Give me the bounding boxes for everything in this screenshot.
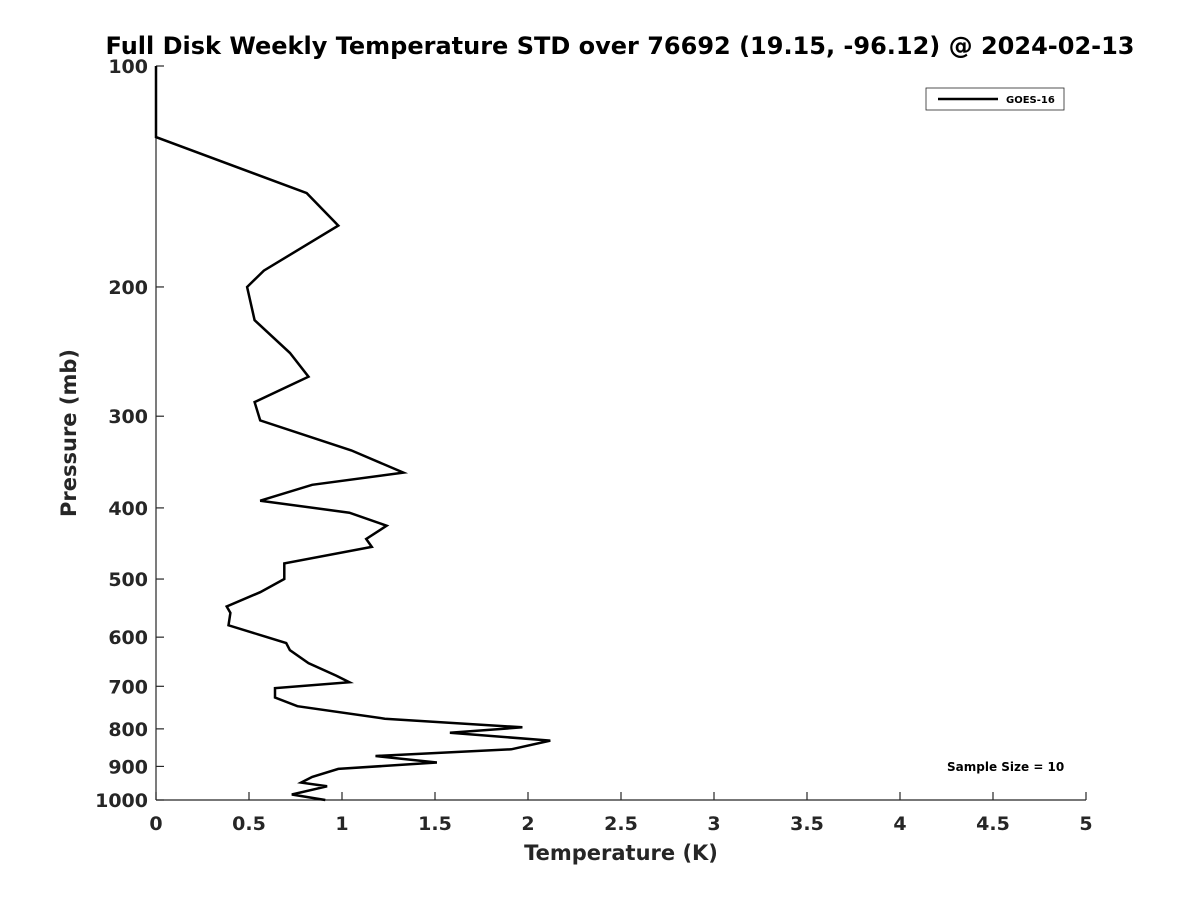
y-tick-label: 200 [108, 277, 148, 299]
x-tick-label: 0.5 [232, 813, 266, 835]
x-tick-label: 3 [707, 813, 720, 835]
x-tick-label: 2 [521, 813, 534, 835]
sample-size-annotation: Sample Size = 10 [947, 760, 1064, 774]
series-line-0 [154, 66, 551, 802]
y-tick-label: 100 [108, 56, 148, 78]
x-tick-label: 5 [1079, 813, 1092, 835]
x-axis-label: Temperature (K) [524, 841, 718, 865]
x-tick-label: 2.5 [604, 813, 638, 835]
y-tick-label: 300 [108, 406, 148, 428]
chart-title: Full Disk Weekly Temperature STD over 76… [106, 32, 1135, 60]
y-tick-label: 500 [108, 569, 148, 591]
y-axis-label: Pressure (mb) [57, 349, 81, 517]
x-tick-label: 4 [893, 813, 906, 835]
x-tick-label: 0 [149, 813, 162, 835]
x-tick-label: 1 [335, 813, 348, 835]
legend-label-goes-16: GOES-16 [1006, 95, 1055, 106]
y-tick-label: 800 [108, 719, 148, 741]
y-tick-label: 700 [108, 676, 148, 698]
x-axis-ticks: 0 0.5 1 1.5 2 2.5 3 3.5 4 4.5 5 [149, 792, 1093, 835]
x-tick-label: 4.5 [976, 813, 1010, 835]
y-tick-label: 400 [108, 498, 148, 520]
y-tick-label: 600 [108, 627, 148, 649]
x-tick-label: 3.5 [790, 813, 824, 835]
legend: GOES-16 [925, 87, 1065, 111]
series-layer [154, 66, 551, 802]
x-tick-label: 1.5 [418, 813, 452, 835]
y-tick-label: 900 [108, 756, 148, 778]
y-tick-label: 1000 [95, 790, 148, 812]
y-axis-ticks: 100 200 300 400 500 600 700 800 900 1000 [95, 56, 164, 812]
